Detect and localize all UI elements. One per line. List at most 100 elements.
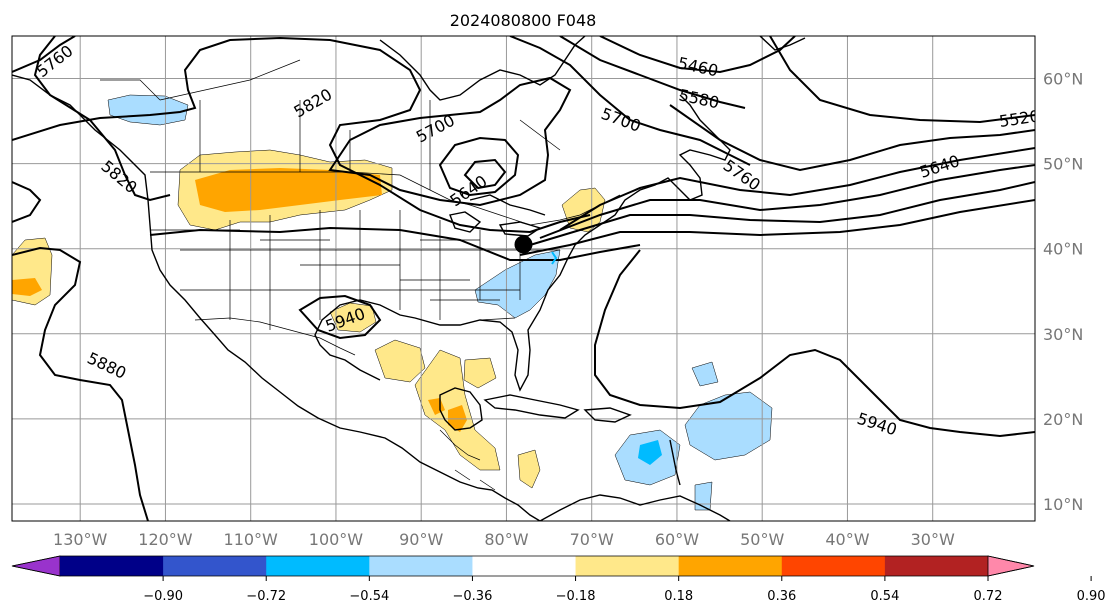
contour-5520-east [769, 36, 1035, 124]
border-us-states [150, 210, 560, 330]
contour-label: 5820 [291, 85, 336, 122]
lon-tick-label: 90°W [399, 530, 443, 549]
coastline-hudson-bay [379, 36, 586, 101]
shade-negative-atlantic [614, 361, 773, 511]
coastline-lesser-antilles [669, 439, 681, 486]
colorbar-outline [11, 555, 1035, 577]
colorbar-tick-label: −0.90 [143, 589, 183, 604]
contour-5640-low [463, 158, 507, 190]
contour-5700-low [438, 136, 520, 197]
shade-strong-northern-plains [195, 168, 382, 212]
colorbar-tick-label: −0.36 [453, 589, 493, 604]
shade-positive-gulf [374, 339, 426, 383]
lon-tick-label: 130°W [53, 530, 108, 549]
contour-5580 [559, 36, 746, 109]
shade-strong-negative-atlantic [638, 440, 662, 465]
border-canada-provinces [100, 59, 561, 190]
colorbar-bin [163, 556, 267, 576]
contour-5760-south [529, 181, 1035, 246]
border-us-canada [150, 171, 621, 226]
shade-strong-pacific [12, 278, 42, 296]
border-central-america [439, 429, 496, 491]
lat-tick-label: 20°N [1043, 410, 1083, 429]
coastline-north-america-west [12, 74, 541, 521]
lat-tick-label: 50°N [1043, 155, 1083, 174]
shade-positive-caribbean [463, 357, 541, 489]
lat-tick-label: 10°N [1043, 495, 1083, 514]
coastline-hispaniola [583, 407, 632, 423]
colorbar-tick-labels: −0.90 −0.72 −0.54 −0.36 −0.18 0.18 0.36 0.54 0.7… [143, 576, 1105, 604]
contour-5940-atlantic [594, 249, 1035, 438]
lon-tick-label: 70°W [570, 530, 614, 549]
contour-label: 5580 [677, 85, 721, 112]
black-dot-marker [514, 235, 558, 265]
contour-label: 5880 [84, 348, 129, 382]
contour-5700-east [509, 36, 751, 166]
contour-label: 5460 [676, 53, 720, 80]
map-frame [11, 35, 1036, 522]
contour-5640-east [559, 147, 1035, 231]
colorbar-tick-label: −0.54 [349, 589, 389, 604]
coastlines [12, 36, 806, 521]
height-contours [12, 36, 1035, 521]
colorbar-tick-label: 0.36 [767, 589, 796, 604]
colorbar-tick-label: 0.54 [870, 589, 899, 604]
colorbar-tick-label: 0.18 [664, 589, 693, 604]
colorbar-bin [369, 556, 473, 576]
colorbar-bin [575, 556, 680, 576]
contour-5460 [599, 36, 796, 74]
colorbar [11, 555, 1035, 577]
lat-tick-label: 30°N [1043, 325, 1083, 344]
contour-label: 5520 [998, 106, 1041, 130]
contour-labels: 5760 5820 5820 5700 5640 5460 5580 5700 … [33, 41, 1041, 439]
contour-label: 5700 [599, 104, 644, 136]
contour-5820-south [519, 199, 1035, 256]
gridlines [12, 36, 1035, 521]
borders [100, 59, 621, 491]
lat-tick-label: 60°N [1043, 70, 1083, 89]
contour-5580-east [669, 104, 1035, 172]
lat-tick-label: 40°N [1043, 240, 1083, 259]
lon-tick-label: 40°W [825, 530, 869, 549]
shade-negative-canada [107, 94, 189, 126]
colorbar-bin [781, 556, 886, 576]
colorbar-extend-low [11, 555, 61, 577]
colorbar-bin [472, 556, 577, 576]
latitude-tick-labels: 60°N 50°N 40°N 30°N 20°N 10°N [1043, 70, 1083, 514]
coastline-mexico-gulf [439, 387, 483, 431]
coastline-gulf-atlantic [314, 94, 731, 392]
shaded-fields [12, 94, 773, 511]
lon-tick-label: 110°W [224, 530, 279, 549]
colorbar-bin [884, 556, 989, 576]
coastline-south-america [539, 494, 731, 521]
contour-5880 [12, 226, 641, 521]
chart-title: 2024080800 F048 [450, 11, 597, 30]
colorbar-extend-high [987, 555, 1035, 577]
contour-5820-north [33, 36, 171, 202]
colorbar-bin [266, 556, 370, 576]
lon-tick-label: 120°W [138, 530, 193, 549]
colorbar-tick-label: −0.18 [556, 589, 596, 604]
lon-tick-label: 50°W [740, 530, 784, 549]
longitude-tick-labels: 130°W 120°W 110°W 100°W 90°W 80°W 70°W 60°W 50°W… [53, 530, 955, 549]
contour-5940-texas [298, 294, 382, 340]
colorbar-bin [60, 556, 164, 576]
lon-tick-label: 60°W [655, 530, 699, 549]
lon-tick-label: 100°W [309, 530, 364, 549]
contour-5760-loop [328, 76, 572, 207]
colorbar-bin [678, 556, 783, 576]
map-area: 5760 5820 5820 5700 5640 5460 5580 5700 … [12, 36, 1041, 521]
colorbar-tick-label: 0.90 [1077, 589, 1105, 604]
colorbar-tick-label: −0.72 [246, 589, 286, 604]
lon-tick-label: 80°W [484, 530, 528, 549]
contour-label: 5760 [33, 41, 77, 81]
contour-5820-ridge [12, 36, 591, 234]
contour-5700-south [539, 164, 1035, 239]
shade-strong-yucatan [428, 398, 467, 432]
contour-5820-west [12, 181, 42, 223]
lon-tick-label: 30°W [911, 530, 955, 549]
coastline-cuba [483, 394, 580, 419]
colorbar-tick-label: 0.72 [974, 589, 1003, 604]
contour-5760-west [12, 36, 76, 73]
